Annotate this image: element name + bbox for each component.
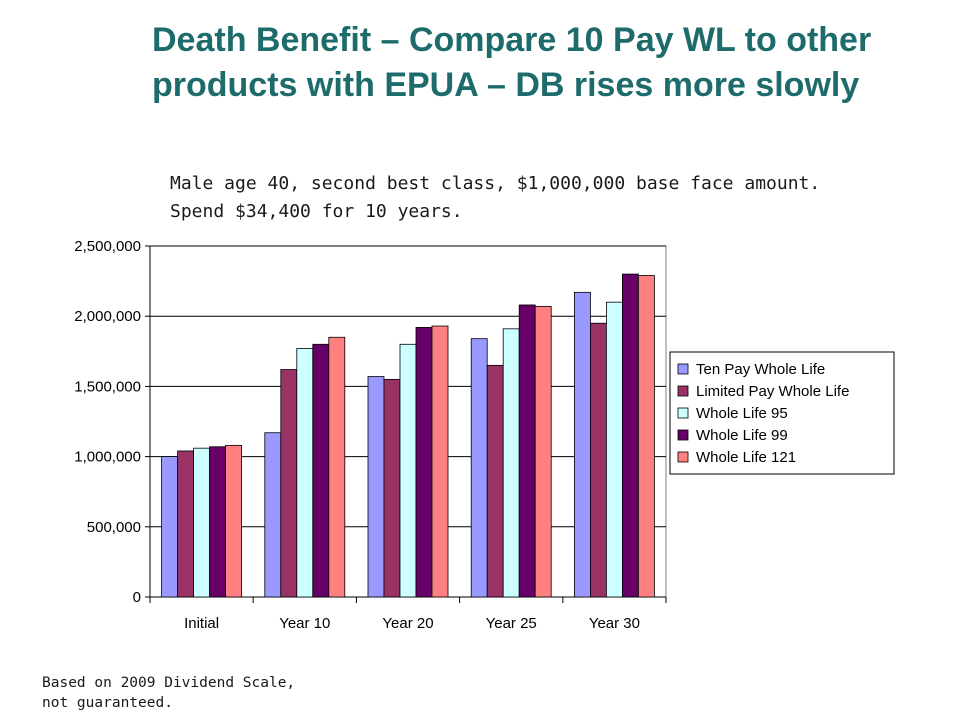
y-tick-label: 2,000,000 [74, 308, 141, 325]
legend-label: Whole Life 99 [696, 427, 788, 444]
slide-subtitle: Male age 40, second best class, $1,000,0… [170, 173, 821, 222]
y-tick-label: 1,500,000 [74, 378, 141, 395]
legend-swatch [677, 429, 689, 441]
legend-swatch [677, 451, 689, 463]
bar [574, 291, 591, 598]
bar [177, 450, 195, 598]
bar [225, 444, 243, 598]
legend-swatch [677, 407, 689, 419]
legend-label: Whole Life 95 [696, 405, 788, 422]
bar [280, 369, 298, 598]
legend-label: Limited Pay Whole Life [696, 383, 849, 400]
bar [606, 301, 623, 598]
slide-title: Death Benefit – Compare 10 Pay WL to oth… [152, 21, 872, 104]
bar [470, 338, 488, 598]
bar [431, 325, 449, 598]
bar [622, 273, 639, 598]
bar [193, 447, 211, 598]
x-tick-label: Year 10 [279, 615, 330, 632]
legend-label: Ten Pay Whole Life [696, 361, 825, 378]
x-tick-label: Year 25 [486, 615, 537, 632]
legend-label: Whole Life 121 [696, 449, 796, 466]
bar [209, 446, 227, 598]
x-tick-label: Initial [184, 615, 219, 632]
bar [367, 376, 385, 598]
y-tick-label: 500,000 [87, 519, 141, 536]
legend-swatch [677, 385, 689, 397]
bar [312, 343, 330, 598]
bar [502, 328, 520, 598]
y-tick-label: 1,000,000 [74, 449, 141, 466]
bar [296, 348, 314, 598]
bar [534, 305, 552, 598]
bar [161, 456, 179, 598]
bar [264, 432, 282, 598]
x-tick-label: Year 20 [382, 615, 433, 632]
bar [486, 364, 504, 598]
footnote: Based on 2009 Dividend Scale, not guaran… [42, 675, 296, 711]
bar [328, 336, 346, 598]
x-tick-label: Year 30 [589, 615, 640, 632]
bar [415, 327, 433, 598]
y-tick-label: 2,500,000 [74, 238, 141, 255]
bar [383, 378, 401, 598]
legend [669, 351, 895, 475]
bar [590, 322, 607, 598]
bar [399, 343, 417, 598]
legend-swatch [677, 363, 689, 375]
bar [638, 275, 655, 598]
bar [518, 304, 536, 598]
y-tick-label: 0 [133, 589, 141, 606]
